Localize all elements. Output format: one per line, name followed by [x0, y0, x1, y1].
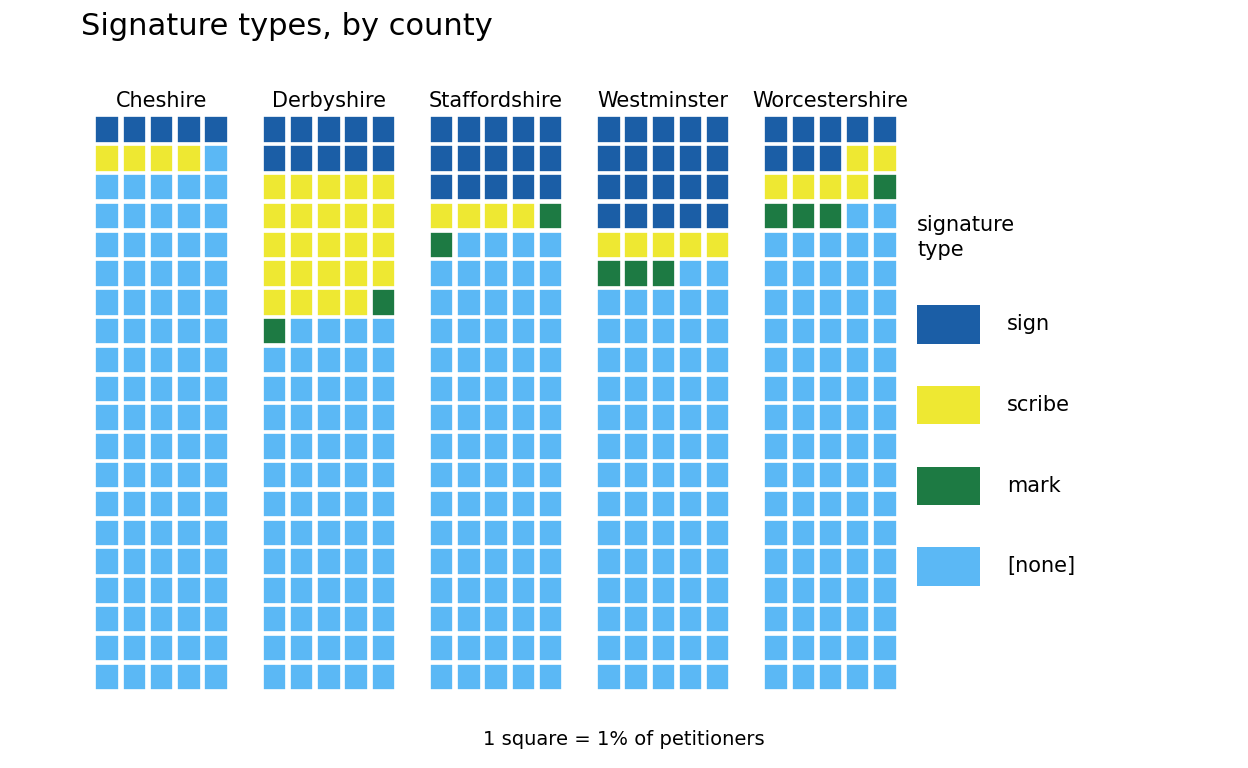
- Text: Derbyshire: Derbyshire: [272, 91, 386, 111]
- Text: Westminster: Westminster: [598, 91, 729, 111]
- Text: Cheshire: Cheshire: [116, 91, 207, 111]
- Text: scribe: scribe: [1007, 395, 1070, 415]
- Text: Worcestershire: Worcestershire: [753, 91, 909, 111]
- Text: sign: sign: [1007, 314, 1051, 335]
- Text: Staffordshire: Staffordshire: [429, 91, 563, 111]
- Text: Signature types, by county: Signature types, by county: [81, 12, 493, 41]
- Text: mark: mark: [1007, 475, 1061, 496]
- Text: 1 square = 1% of petitioners: 1 square = 1% of petitioners: [483, 730, 765, 749]
- Text: [none]: [none]: [1007, 556, 1076, 577]
- Text: signature
type: signature type: [917, 215, 1016, 260]
